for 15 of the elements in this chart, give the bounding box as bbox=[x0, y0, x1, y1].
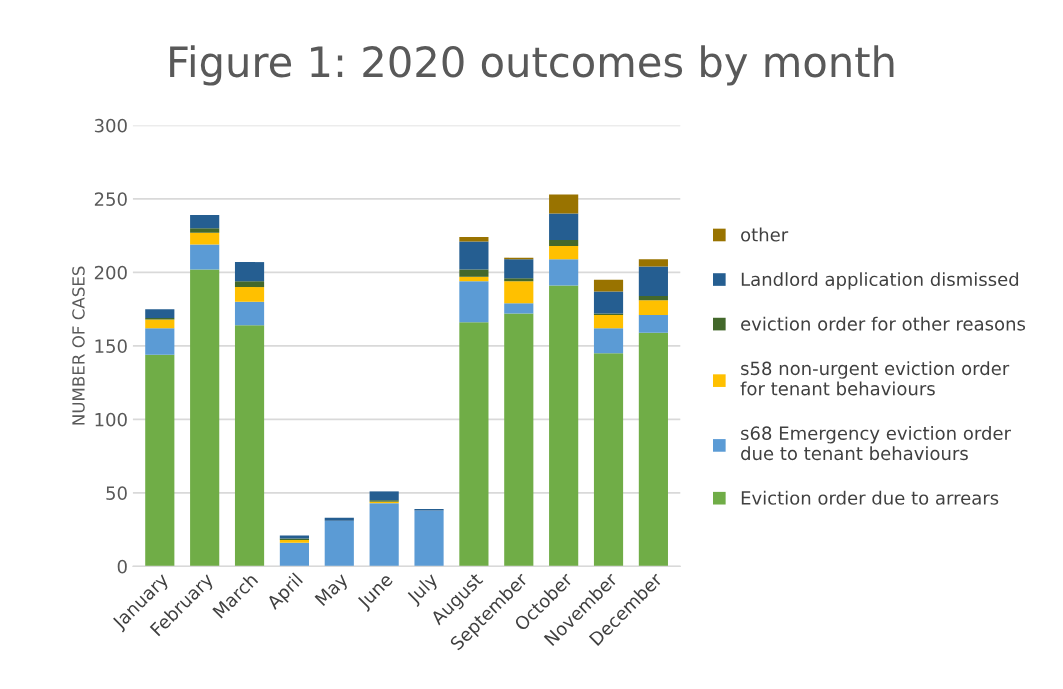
y-tick-label: 300 bbox=[94, 118, 127, 133]
legend-label: s68 Emergency eviction order due to tenant behaviours bbox=[741, 426, 1011, 461]
legend-label: s58 non-urgent eviction order for tenant behaviours bbox=[740, 361, 1010, 396]
legend-label: Eviction order due to arrears bbox=[741, 490, 999, 505]
y-tick-label: 250 bbox=[94, 192, 127, 207]
y-tick-label: 0 bbox=[117, 559, 127, 574]
legend-label: other bbox=[741, 227, 789, 242]
y-tick-label: 100 bbox=[95, 412, 127, 427]
y-tick-label: 200 bbox=[94, 265, 127, 280]
y-tick-label: 50 bbox=[106, 486, 127, 500]
legend-label: Landlord application dismissed bbox=[741, 272, 1019, 290]
y-axis-title: NUMBER OF CASES bbox=[72, 266, 85, 425]
y-tick-label: 150 bbox=[95, 339, 127, 353]
chart-title: Figure 1: 2020 outcomes by month bbox=[170, 45, 894, 86]
legend-label: eviction order for other reasons bbox=[741, 316, 1026, 331]
